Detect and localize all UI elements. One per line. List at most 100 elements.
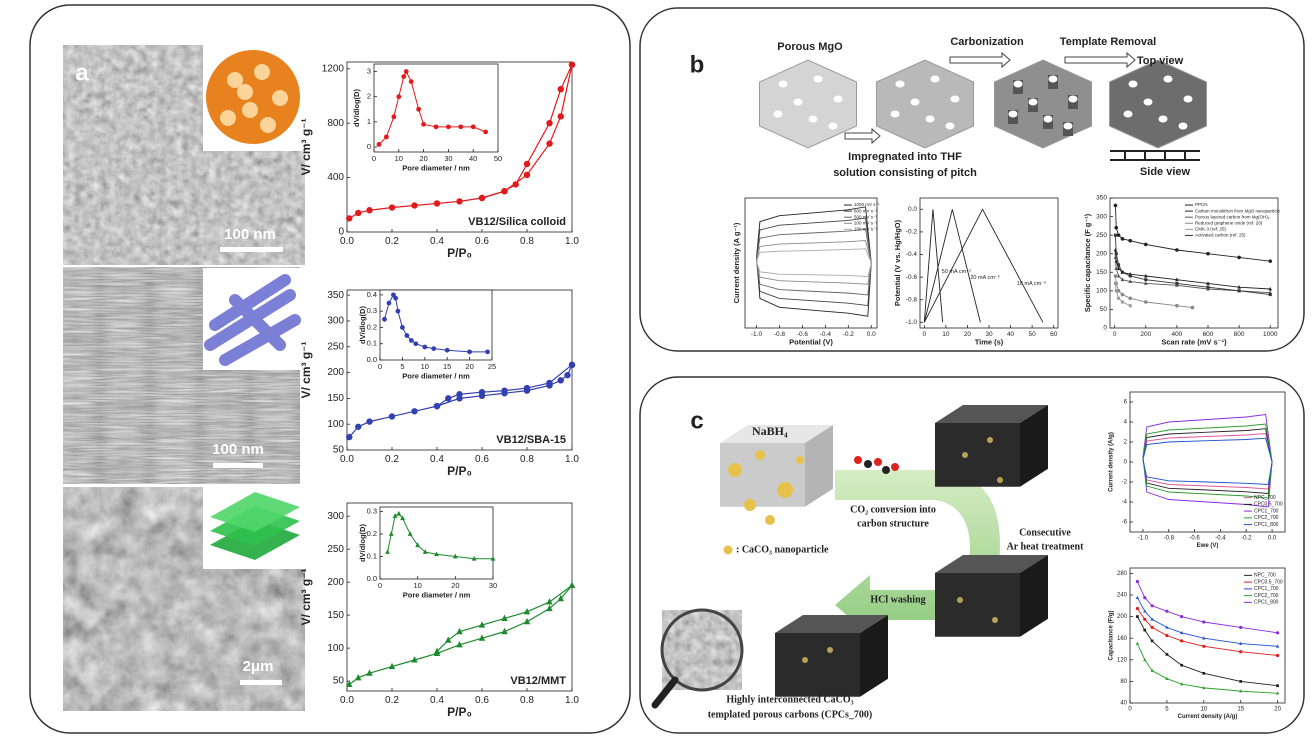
y-tick-label: 2	[367, 92, 371, 101]
marker	[377, 142, 382, 147]
y-tick-label: 80	[1120, 679, 1127, 685]
marker	[1114, 274, 1118, 278]
marker	[456, 198, 462, 204]
x-tick-label: 0.6	[475, 454, 489, 465]
marker	[346, 434, 352, 440]
marker	[1121, 237, 1125, 241]
y-tick-label: 200	[1096, 250, 1107, 257]
marker	[1180, 639, 1183, 642]
sample-label: VB12/MMT	[510, 675, 566, 687]
x-tick-label: 10	[1200, 706, 1207, 712]
plot-frame	[920, 198, 1058, 328]
pore	[951, 96, 960, 103]
particle	[992, 617, 998, 623]
y-tick-label: 0.0	[908, 206, 917, 213]
marker	[396, 309, 401, 314]
marker	[1175, 248, 1179, 252]
molecule	[864, 460, 872, 468]
figure: a100 nm100 nm2μm0.00.20.40.60.81.0040080…	[0, 0, 1312, 738]
x-tick-label: 50	[494, 154, 502, 163]
marker	[524, 161, 530, 167]
y-tick-label: 120	[1117, 657, 1128, 663]
marker	[391, 114, 396, 119]
y-tick-label: 0.2	[367, 322, 377, 331]
x-tick-label: 1000	[1263, 331, 1278, 338]
y-tick-label: 0.3	[367, 506, 377, 515]
x-axis-label: P/P₀	[447, 464, 472, 478]
marker	[471, 124, 476, 129]
y-tick-label: 50	[333, 445, 345, 456]
pore	[814, 76, 823, 83]
particle	[962, 452, 968, 458]
x-tick-label: 0	[923, 331, 927, 338]
y-tick-label: 0.0	[367, 355, 377, 364]
plot-frame	[374, 64, 498, 152]
panel-label: c	[690, 407, 703, 434]
pore	[1014, 81, 1023, 88]
legend-label: CPC1_800	[1254, 522, 1279, 528]
marker	[384, 135, 389, 140]
x-axis-label: Potential (V)	[789, 337, 833, 346]
legend-label: PPCN	[1195, 202, 1208, 207]
marker	[1117, 263, 1120, 266]
marker	[1121, 271, 1124, 274]
marker	[1206, 252, 1210, 256]
marker	[389, 204, 395, 210]
marker	[1136, 607, 1139, 610]
sample-label: VB12/SBA-15	[496, 434, 566, 446]
y-tick-label: 0.1	[367, 339, 377, 348]
x-axis-label: Time (s)	[975, 337, 1004, 346]
y-tick-label: 50	[333, 676, 345, 687]
x-tick-label: 10	[413, 581, 421, 590]
marker	[1128, 296, 1132, 300]
pore	[1029, 99, 1038, 106]
y-tick-label: 350	[327, 290, 344, 301]
marker	[1121, 300, 1124, 303]
marker	[467, 349, 472, 354]
molecule	[854, 456, 862, 464]
marker	[413, 341, 418, 346]
x-axis-label: Ewe (V)	[1197, 543, 1219, 549]
marker	[1237, 256, 1241, 260]
y-tick-label: 0.3	[367, 306, 377, 315]
y-tick-label: -0.4	[906, 251, 918, 258]
y-tick-label: 160	[1117, 636, 1128, 642]
marker	[445, 395, 451, 401]
model-pore	[220, 110, 236, 126]
marker	[513, 181, 519, 187]
pore	[1009, 111, 1018, 118]
marker	[558, 113, 564, 119]
marker	[393, 296, 398, 301]
legend-label: NPC_700	[1254, 495, 1276, 501]
y-axis-label: Current density (A g⁻¹)	[732, 222, 741, 303]
marker	[558, 377, 564, 383]
marker	[1268, 259, 1272, 263]
x-tick-label: -0.2	[843, 331, 855, 338]
y-tick-label: 250	[327, 544, 344, 555]
marker	[1121, 293, 1125, 297]
y-axis-label: V/ cm³ g⁻¹	[299, 568, 313, 625]
marker	[1180, 615, 1183, 618]
marker	[1165, 610, 1168, 613]
marker	[1239, 626, 1242, 629]
y-tick-label: 0.2	[367, 529, 377, 538]
pore	[1044, 116, 1053, 123]
y-tick-label: 150	[1096, 269, 1107, 276]
schematic-label: HCl washing	[870, 594, 925, 605]
marker	[1143, 629, 1146, 632]
page: { "panel_a": { "label": "a", "scale_bars…	[0, 0, 1312, 738]
y-tick-label: 400	[327, 172, 344, 183]
marker	[1117, 297, 1120, 300]
y-axis-label: Capacitance (F/g)	[1109, 610, 1115, 660]
y-axis-label: Specific capacitance (F g⁻¹)	[1083, 213, 1092, 312]
y-axis-label: dV/dlog(D)	[358, 306, 367, 344]
schematic-label: NaBH₄	[752, 424, 788, 438]
x-tick-label: 10	[395, 154, 403, 163]
scale-bar	[240, 680, 282, 685]
x-tick-label: 20	[1274, 706, 1281, 712]
x-tick-label: 30	[489, 581, 497, 590]
y-tick-label: 100	[327, 643, 344, 654]
x-tick-label: 5	[400, 362, 404, 371]
x-tick-label: 0	[378, 362, 382, 371]
pore	[794, 99, 803, 106]
